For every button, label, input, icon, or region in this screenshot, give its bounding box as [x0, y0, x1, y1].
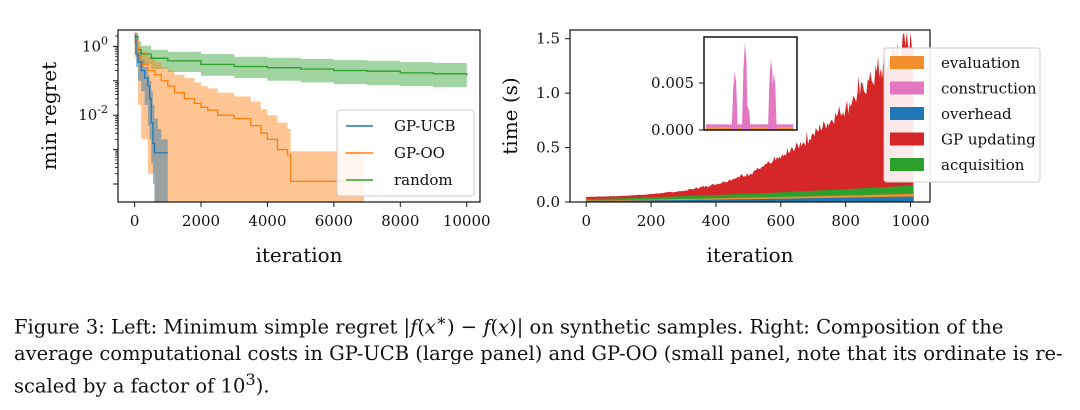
legend-swatch-acquisition — [890, 158, 924, 171]
inset-y-tick-label: 0.005 — [651, 74, 694, 92]
line-gp-ucb — [134, 35, 168, 154]
right-y-tick-label: 0.0 — [536, 193, 560, 211]
legend-swatch-gp-updating — [890, 132, 924, 146]
legend-swatch-construction — [890, 81, 924, 95]
legend-label-gp-oo: GP-OO — [394, 144, 445, 162]
legend-label-gp-ucb: GP-UCB — [394, 117, 455, 135]
legend-label-evaluation: evaluation — [941, 54, 1021, 72]
left-x-axis-label: iteration — [255, 243, 342, 267]
left-plot-area — [134, 32, 468, 202]
caption-text-4: ( — [490, 315, 499, 339]
right-y-tick-label: 1.0 — [536, 84, 560, 102]
legend-label-overhead: overhead — [941, 105, 1012, 123]
legend-label-random: random — [394, 171, 453, 189]
inset-construction-spike — [770, 73, 777, 130]
left-y-tick-label: 100 — [82, 34, 108, 55]
legend-label-acquisition: acquisition — [941, 156, 1025, 174]
caption-text-5: )| on synthetic samples. Right: Composit… — [14, 315, 1063, 398]
line-random — [134, 35, 468, 76]
caption-exponent: 3 — [245, 369, 256, 389]
left-legend-box — [336, 109, 475, 197]
left-x-tick-label: 4000 — [248, 212, 286, 230]
area-overhead — [586, 196, 914, 202]
inset-construction-spike — [744, 106, 751, 130]
left-axes-frame — [117, 29, 481, 203]
caption-f-symbol-2: f — [483, 315, 491, 339]
left-y-tick-label: 10-2 — [78, 103, 108, 124]
left-x-tick-label: 6000 — [315, 212, 353, 230]
figure-caption: Figure 3: Left: Minimum simple regret |f… — [14, 308, 1066, 399]
caption-text-1: Figure 3: Left: Minimum simple regret | — [14, 315, 411, 339]
right-y-tick-label: 0.5 — [536, 139, 560, 157]
right-y-tick-label: 1.5 — [536, 30, 560, 48]
inset-y-tick-label: 0.000 — [651, 121, 694, 139]
caption-text-6: ). — [255, 374, 270, 397]
legend-swatch-overhead — [890, 107, 924, 120]
legend-swatch-evaluation — [890, 56, 924, 69]
left-x-tick-label: 10000 — [443, 212, 491, 230]
area-gp-updating — [586, 32, 914, 202]
right-x-tick-label: 200 — [637, 212, 666, 230]
right-y-axis-label: time (s) — [498, 77, 522, 154]
right-x-tick-label: 0 — [581, 212, 591, 230]
line-gp-oo — [134, 39, 364, 182]
left-x-tick-label: 2000 — [182, 212, 220, 230]
caption-star: ∗ — [435, 311, 447, 330]
left-y-axis-label: min regret — [37, 62, 61, 170]
band-gp-oo — [134, 32, 364, 202]
left-x-tick-label: 8000 — [381, 212, 419, 230]
right-x-tick-label: 600 — [766, 212, 795, 230]
caption-text-2: ( — [417, 315, 425, 339]
inset-background — [704, 37, 797, 130]
left-regret-chart: 0 2000 4000 6000 8000 10000 100 10-2 iteration mi… — [37, 29, 491, 267]
right-plot-area — [586, 32, 914, 202]
right-time-chart: 0 200 400 600 800 1000 0.0 0.5 1.0 1.5 iteration ti… — [498, 29, 1041, 267]
right-x-tick-label: 800 — [831, 212, 860, 230]
right-x-tick-label: 1000 — [891, 212, 929, 230]
caption-f-symbol: f — [410, 315, 418, 339]
caption-text-3: ) − — [446, 315, 484, 339]
right-x-axis-label: iteration — [706, 243, 793, 267]
legend-label-gp-updating: GP updating — [941, 131, 1036, 149]
caption-x-symbol: x — [424, 315, 436, 339]
inset-construction-spike — [731, 71, 738, 130]
band-random — [134, 32, 467, 89]
caption-x-symbol-2: x — [498, 315, 510, 339]
legend-label-construction: construction — [941, 80, 1037, 98]
right-x-tick-label: 400 — [702, 212, 731, 230]
figure: 0 2000 4000 6000 8000 1000010010-2iterationmi… — [37, 29, 1041, 267]
left-x-tick-label: 0 — [130, 212, 140, 230]
inset-construction-spike — [741, 42, 748, 130]
